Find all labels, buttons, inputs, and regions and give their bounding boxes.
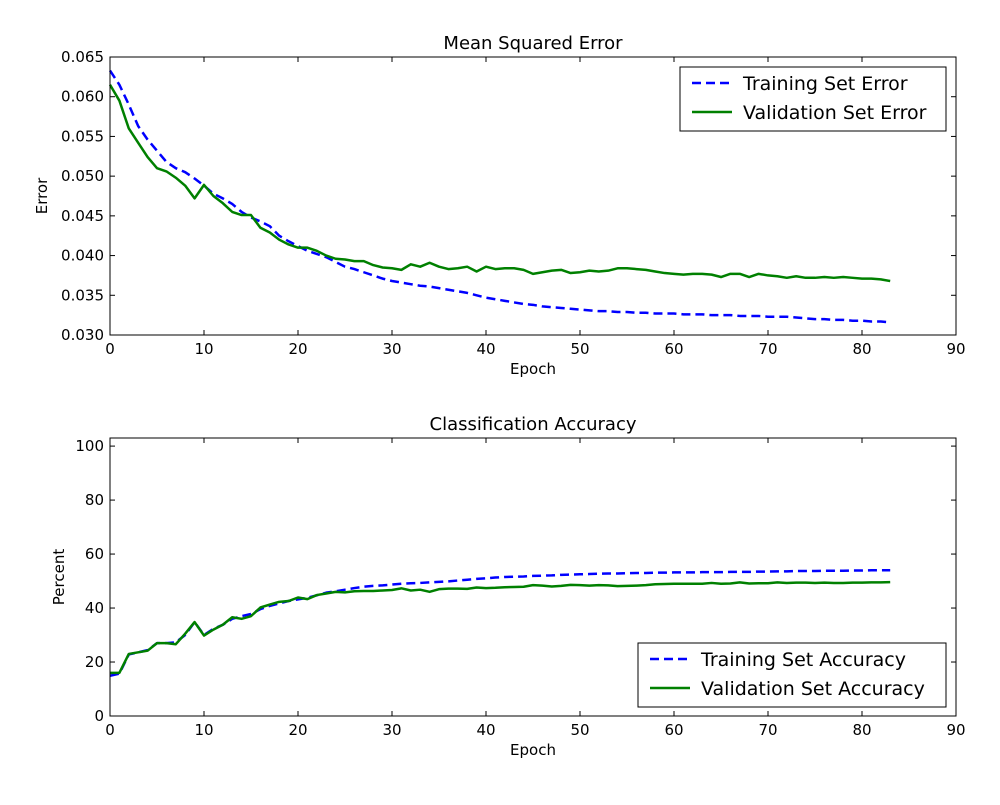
- x-tick-label: 10: [194, 340, 213, 358]
- x-tick-label: 50: [570, 721, 589, 739]
- x-tick-label: 70: [758, 340, 777, 358]
- legend-label-1: Training Set Accuracy: [700, 649, 906, 671]
- x-tick-label: 60: [664, 340, 683, 358]
- x-tick-label: 60: [664, 721, 683, 739]
- x-tick-label: 10: [194, 721, 213, 739]
- legend-label-2: Validation Set Error: [743, 102, 927, 124]
- legend-box: [679, 66, 947, 132]
- y-tick-label: 0.055: [61, 127, 104, 145]
- series-line-2: [110, 580, 891, 675]
- y-tick-label: 20: [85, 653, 104, 671]
- x-axis-label: Epoch: [510, 360, 556, 378]
- x-tick-label: 80: [852, 340, 871, 358]
- x-tick-label: 0: [105, 340, 115, 358]
- y-tick-label: 0: [94, 707, 104, 725]
- y-tick-label: 0.060: [61, 88, 104, 106]
- series-line-1: [109, 569, 891, 677]
- x-tick-label: 40: [476, 721, 495, 739]
- x-tick-label: 40: [476, 340, 495, 358]
- x-tick-label: 30: [382, 340, 401, 358]
- y-tick-label: 0.035: [61, 286, 104, 304]
- series-line-2: [108, 84, 891, 283]
- legend-box: [637, 642, 947, 708]
- legend-label-1: Training Set Error: [742, 73, 908, 95]
- x-tick-label: 70: [758, 721, 777, 739]
- y-tick-label: 0.050: [61, 167, 104, 185]
- legend: Training Set Error Validation Set Error: [679, 66, 947, 132]
- y-axis-label: Percent: [50, 549, 68, 606]
- x-tick-label: 80: [852, 721, 871, 739]
- x-tick-label: 0: [105, 721, 115, 739]
- y-tick-label: 60: [85, 545, 104, 563]
- y-tick-label: 40: [85, 599, 104, 617]
- chart-1: Mean Squared Error 0 10 20 30 40 50 60 70 80 90 0.0…: [33, 33, 966, 378]
- x-tick-label: 50: [570, 340, 589, 358]
- x-axis-label: Epoch: [510, 741, 556, 759]
- y-tick-label: 80: [85, 491, 104, 509]
- plot-frame: [109, 437, 957, 717]
- y-tick-label: 0.065: [61, 48, 104, 66]
- x-tick-label: 90: [946, 721, 965, 739]
- chart-title: Classification Accuracy: [430, 414, 637, 435]
- x-tick-label: 20: [288, 340, 307, 358]
- y-tick-label: 0.040: [61, 247, 104, 265]
- y-tick-label: 0.030: [61, 326, 104, 344]
- y-tick-label: 100: [75, 437, 104, 455]
- plot-frame: [109, 56, 957, 336]
- legend-label-2: Validation Set Accuracy: [701, 678, 925, 700]
- x-tick-label: 30: [382, 721, 401, 739]
- x-tick-label: 20: [288, 721, 307, 739]
- y-axis-label: Error: [33, 177, 51, 214]
- y-tick-label: 0.045: [61, 207, 104, 225]
- legend: Training Set Accuracy Validation Set Accu…: [637, 642, 947, 708]
- chart-title: Mean Squared Error: [443, 33, 623, 54]
- x-tick-label: 90: [946, 340, 965, 358]
- chart-2: Classification Accuracy 0 10 20 30 40 50 60 70 80…: [50, 414, 966, 759]
- series-line-1: [108, 69, 891, 324]
